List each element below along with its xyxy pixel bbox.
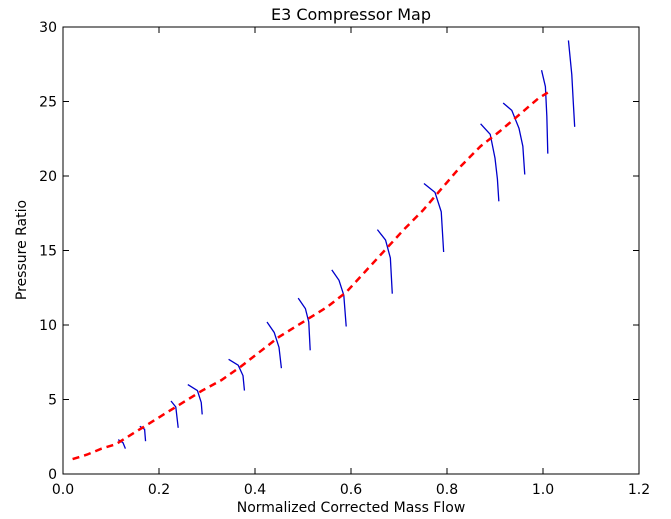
y-axis-label: Pressure Ratio: [14, 200, 30, 300]
y-tick-label: 25: [39, 95, 57, 111]
speed-line: [376, 229, 393, 294]
speed-line: [170, 400, 179, 428]
speed-line: [331, 269, 347, 327]
y-tick-label: 30: [39, 20, 57, 36]
y-axis: 0 5 10 15 20 25 30: [39, 20, 639, 483]
y-tick-label: 10: [39, 318, 57, 334]
speed-line: [540, 70, 549, 154]
x-tick-label: 0.2: [148, 482, 170, 498]
x-tick-label: 0.4: [244, 482, 266, 498]
x-tick-label: 1.0: [532, 482, 554, 498]
operating-line: [72, 91, 549, 461]
x-tick-label: 0.0: [52, 482, 74, 498]
speed-line: [567, 40, 576, 127]
y-tick-label: 20: [39, 169, 57, 185]
plot-area-frame: [62, 26, 640, 475]
x-tick-label: 1.2: [628, 482, 650, 498]
speed-line: [502, 102, 526, 175]
operating-line-group: [72, 91, 549, 461]
x-tick-label: 0.6: [340, 482, 362, 498]
y-tick-label: 15: [39, 244, 57, 260]
speed-line: [423, 182, 445, 253]
chart-title: E3 Compressor Map: [271, 5, 431, 24]
x-axis-label: Normalized Corrected Mass Flow: [237, 500, 466, 516]
speed-line: [297, 297, 311, 351]
speed-lines-group: [117, 40, 576, 449]
speed-line: [228, 358, 246, 391]
x-tick-label: 0.8: [436, 482, 458, 498]
speed-line: [187, 384, 203, 415]
y-tick-label: 0: [48, 467, 57, 483]
y-tick-label: 5: [48, 393, 57, 409]
x-axis: 0.0 0.2 0.4 0.6 0.8 1.0 1.2: [52, 27, 650, 498]
speed-line: [480, 123, 500, 202]
speed-line: [266, 321, 283, 369]
